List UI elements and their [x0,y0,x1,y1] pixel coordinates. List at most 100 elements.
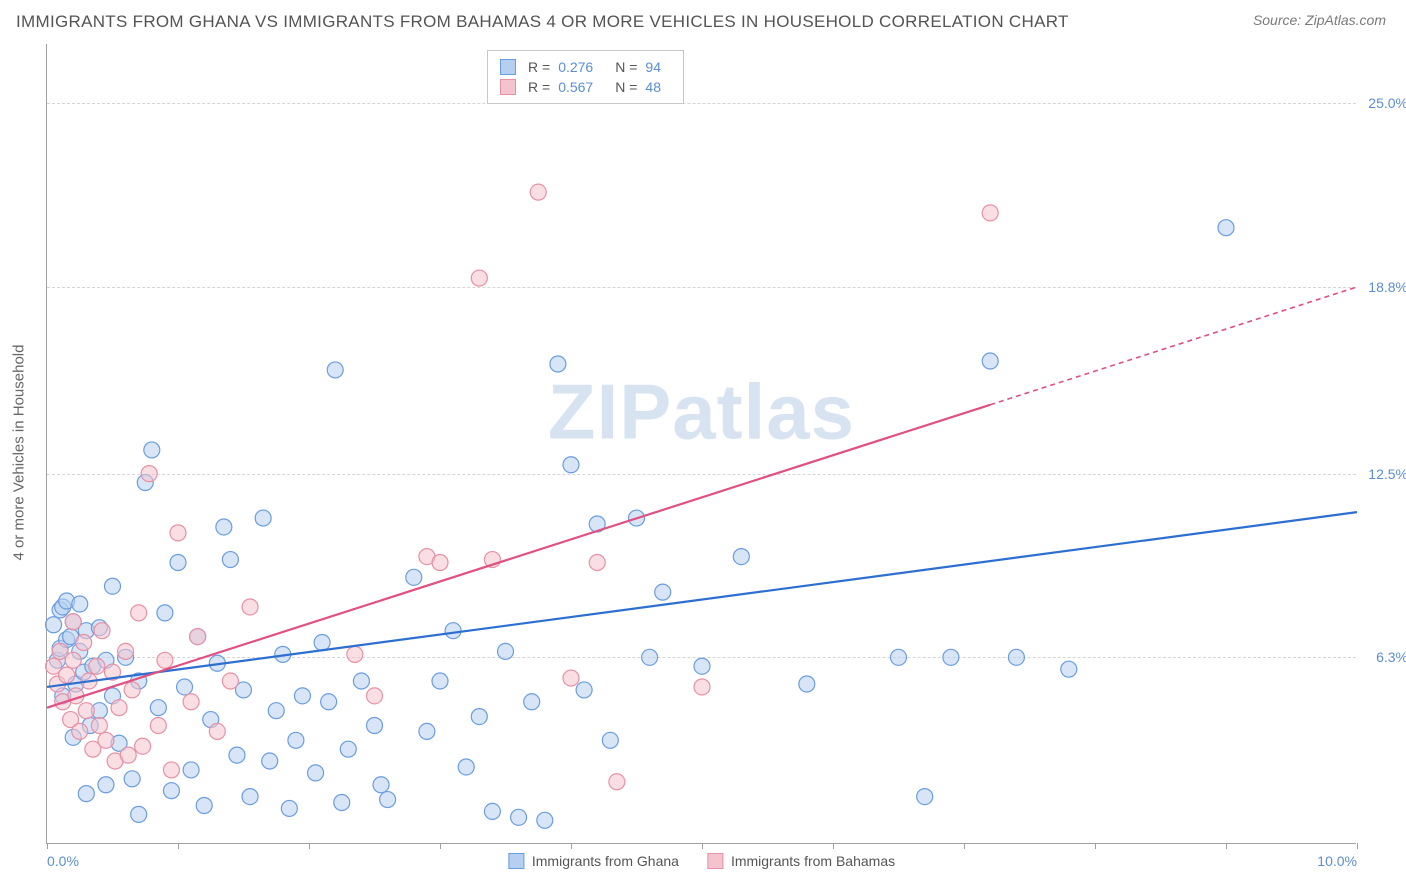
data-point [321,694,337,710]
data-point [327,362,343,378]
stats-row-bahamas: R = 0.567 N = 48 [500,77,671,97]
regression-line-extrapolated [990,287,1357,405]
data-point [432,555,448,571]
legend-label-bahamas: Immigrants from Bahamas [731,853,895,869]
data-point [111,700,127,716]
data-point [655,584,671,600]
data-point [255,510,271,526]
data-point [353,673,369,689]
x-tick [1095,843,1096,849]
data-point [589,555,605,571]
data-point [530,184,546,200]
y-tick-label: 6.3% [1376,649,1406,665]
data-point [170,555,186,571]
data-point [406,569,422,585]
data-point [694,679,710,695]
data-point [78,786,94,802]
data-point [733,549,749,565]
data-point [105,578,121,594]
data-point [141,466,157,482]
data-point [262,753,278,769]
stats-legend: R = 0.276 N = 94 R = 0.567 N = 48 [487,50,684,104]
data-point [216,519,232,535]
data-point [373,777,389,793]
data-point [281,800,297,816]
swatch-ghana-icon [500,59,516,75]
data-point [347,646,363,662]
data-point [150,717,166,733]
data-point [458,759,474,775]
data-point [511,809,527,825]
data-point [157,605,173,621]
data-point [135,738,151,754]
n-label: N = [615,59,637,75]
data-point [982,205,998,221]
x-tick-label: 0.0% [47,853,79,869]
data-point [72,596,88,612]
data-point [314,635,330,651]
data-point [163,762,179,778]
data-point [222,552,238,568]
r-label: R = [528,79,550,95]
x-tick [833,843,834,849]
data-point [367,717,383,733]
data-point [308,765,324,781]
swatch-bahamas-icon [707,853,723,869]
data-point [183,762,199,778]
data-point [196,797,212,813]
data-point [163,783,179,799]
data-point [694,658,710,674]
x-tick [178,843,179,849]
data-point [59,667,75,683]
data-point [419,723,435,739]
y-axis-label: 4 or more Vehicles in Household [11,344,28,560]
x-tick-label: 10.0% [1317,853,1357,869]
data-point [131,605,147,621]
n-value-ghana: 94 [645,59,661,75]
x-tick [1357,843,1358,849]
x-tick [571,843,572,849]
swatch-ghana-icon [508,853,524,869]
r-value-ghana: 0.276 [558,59,593,75]
legend-item-ghana: Immigrants from Ghana [508,853,679,869]
data-point [242,599,258,615]
data-point [65,652,81,668]
data-point [602,732,618,748]
y-tick-label: 25.0% [1368,95,1406,111]
data-point [550,356,566,372]
data-point [89,658,105,674]
data-point [340,741,356,757]
data-point [124,682,140,698]
data-point [563,670,579,686]
x-tick [309,843,310,849]
data-point [76,635,92,651]
data-point [131,806,147,822]
scatter-plot [47,44,1356,843]
n-value-bahamas: 48 [645,79,661,95]
data-point [65,614,81,630]
chart-container: 4 or more Vehicles in Household 6.3%12.5… [46,44,1356,844]
n-label: N = [615,79,637,95]
source-attribution: Source: ZipAtlas.com [1253,12,1386,28]
data-point [367,688,383,704]
data-point [150,700,166,716]
legend-label-ghana: Immigrants from Ghana [532,853,679,869]
data-point [190,629,206,645]
data-point [242,789,258,805]
data-point [1218,220,1234,236]
data-point [334,795,350,811]
data-point [609,774,625,790]
data-point [471,270,487,286]
data-point [72,723,88,739]
data-point [98,777,114,793]
x-tick [1226,843,1227,849]
data-point [209,723,225,739]
data-point [471,709,487,725]
x-tick [964,843,965,849]
data-point [46,617,62,633]
data-point [524,694,540,710]
plot-area: 4 or more Vehicles in Household 6.3%12.5… [46,44,1356,844]
stats-row-ghana: R = 0.276 N = 94 [500,57,671,77]
data-point [91,717,107,733]
r-label: R = [528,59,550,75]
